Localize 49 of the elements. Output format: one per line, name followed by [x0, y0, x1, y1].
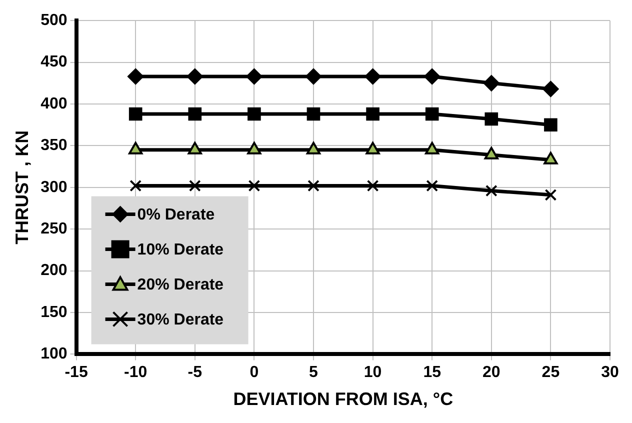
legend-label: 10% Derate	[137, 242, 224, 259]
y-tick-label: 100	[40, 346, 68, 363]
point	[542, 80, 559, 97]
point	[248, 107, 261, 121]
x-tick-label: 30	[601, 364, 619, 382]
x-tick-label: 10	[364, 364, 382, 382]
y-tick-label: 350	[40, 137, 68, 154]
legend-label: 0% Derate	[137, 206, 215, 224]
y-tick-label: 200	[40, 262, 68, 280]
y-tick-label: 150	[40, 304, 68, 321]
point	[425, 107, 439, 121]
x-tick-label: -10	[124, 364, 148, 382]
x-axis-title: DEVIATION FROM ISA, °C	[233, 389, 454, 410]
point	[306, 107, 320, 121]
point	[306, 68, 322, 84]
x-tick-label: 15	[423, 364, 442, 382]
y-tick-label: 400	[40, 95, 68, 112]
legend-label: 30% Derate	[137, 312, 224, 329]
point	[186, 68, 203, 84]
point	[128, 68, 144, 84]
point	[366, 180, 379, 192]
y-axis-title: THRUST , KN	[12, 130, 32, 244]
point	[188, 107, 202, 121]
x-tick-label: -5	[188, 364, 202, 382]
point	[248, 180, 260, 192]
x-tick-label: 5	[309, 364, 318, 382]
point	[544, 118, 558, 132]
point	[188, 180, 201, 192]
point	[426, 180, 438, 192]
point	[424, 68, 440, 84]
y-tick-label: 450	[40, 54, 68, 71]
point	[364, 68, 381, 84]
point	[483, 75, 500, 92]
x-tick-label: 0	[250, 364, 259, 382]
point	[485, 184, 498, 197]
x-tick-label: 20	[482, 364, 500, 382]
x-tick-label: 25	[542, 364, 560, 382]
legend-label: 20% Derate	[137, 276, 224, 294]
point	[366, 107, 380, 121]
y-tick-label: 250	[40, 220, 68, 238]
y-tick-label: 500	[40, 12, 68, 30]
point	[128, 107, 142, 121]
point	[246, 68, 262, 84]
y-tick-label: 300	[40, 178, 68, 196]
point	[484, 112, 498, 126]
point	[308, 180, 320, 192]
point	[544, 188, 557, 201]
x-tick-label: -15	[64, 364, 88, 382]
point	[130, 180, 142, 192]
